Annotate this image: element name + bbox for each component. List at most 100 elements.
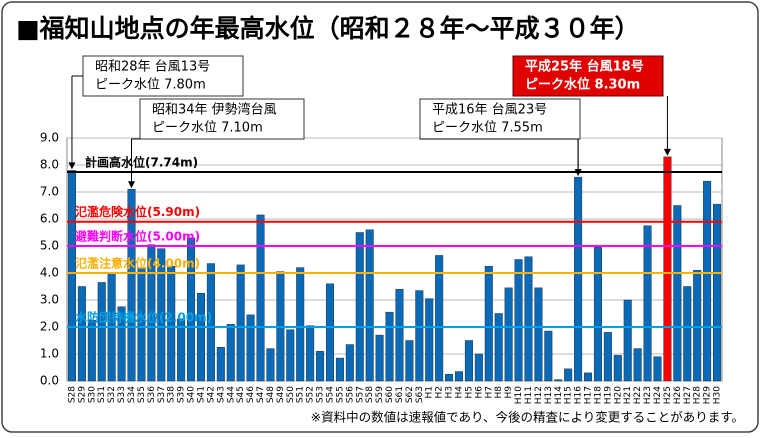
- bar: [713, 203, 722, 382]
- x-tick-label: S51: [296, 386, 306, 403]
- x-tick-label: S52: [306, 386, 316, 403]
- bar: [554, 379, 563, 382]
- x-tick-label: S39: [177, 386, 187, 403]
- reference-label: 水防団待機水位(2.00m): [75, 310, 212, 325]
- bar: [325, 283, 335, 382]
- x-tick-label: H14: [554, 386, 564, 404]
- x-tick-label: S42: [206, 386, 216, 403]
- x-tick-label: S40: [187, 386, 197, 403]
- x-tick-label: H10: [514, 386, 524, 404]
- y-tick-label: 0.0: [40, 374, 59, 388]
- x-tick-label: S28: [67, 386, 77, 403]
- bar: [514, 259, 523, 382]
- bar: [196, 293, 205, 382]
- bar: [663, 156, 672, 382]
- callout-box: [82, 55, 244, 97]
- x-tick-label: S55: [335, 386, 345, 403]
- bar: [683, 286, 692, 382]
- callout-text: 昭和34年 伊勢湾台風: [152, 102, 277, 118]
- x-tick-label: H16: [574, 386, 584, 404]
- x-tick-label: H24: [653, 386, 663, 404]
- y-tick-label: 7.0: [40, 185, 59, 199]
- bar: [157, 248, 166, 382]
- bar: [345, 344, 354, 382]
- arrow-head: [663, 148, 671, 156]
- bar: [613, 355, 622, 382]
- x-tick-label: S35: [137, 386, 147, 403]
- bar: [504, 287, 513, 382]
- bar: [77, 286, 86, 382]
- x-tick-label: H26: [673, 386, 683, 404]
- x-tick-label: S57: [355, 386, 365, 403]
- bar: [464, 340, 473, 382]
- bar: [643, 225, 652, 382]
- bar: [316, 351, 325, 382]
- x-tick-label: H12: [534, 386, 544, 404]
- bar: [534, 287, 543, 382]
- arrow-head: [68, 162, 76, 170]
- x-tick-label: S31: [97, 386, 107, 403]
- x-tick-label: H28: [693, 386, 703, 404]
- bar: [623, 299, 632, 382]
- callout-text: ピーク水位 8.30m: [525, 77, 640, 93]
- arrow-head: [128, 181, 136, 189]
- x-tick-label: S61: [395, 386, 405, 403]
- bar: [415, 290, 424, 382]
- y-tick-label: 4.0: [40, 266, 59, 280]
- bar: [445, 374, 454, 382]
- bar: [703, 180, 712, 382]
- x-tick-label: S54: [325, 386, 335, 403]
- x-tick-label: S33: [117, 386, 127, 403]
- x-tick-label: S34: [127, 386, 137, 403]
- x-tick-label: S36: [147, 386, 157, 403]
- bar: [603, 332, 612, 382]
- bar: [524, 256, 533, 382]
- bar: [266, 348, 275, 382]
- y-tick-label: 1.0: [40, 347, 59, 361]
- x-tick-label: H4: [455, 386, 465, 399]
- bar: [653, 356, 662, 382]
- y-tick-label: 5.0: [40, 239, 59, 253]
- x-tick-label: H6: [474, 386, 484, 399]
- x-tick-label: H1: [425, 386, 435, 399]
- x-tick-label: S62: [405, 386, 415, 403]
- reference-label: 避難判断水位(5.00m): [75, 229, 200, 244]
- bar: [286, 329, 295, 382]
- x-tick-label: S63: [415, 386, 425, 403]
- reference-label: 氾濫危険水位(5.90m): [75, 204, 200, 219]
- x-tick-label: S30: [87, 386, 97, 403]
- bar: [246, 314, 255, 382]
- bar: [236, 264, 245, 382]
- bar: [375, 334, 384, 382]
- x-tick-label: S37: [157, 386, 167, 403]
- bar: [127, 189, 136, 382]
- y-tick-label: 3.0: [40, 293, 59, 307]
- bar: [167, 266, 176, 382]
- footnote: ※資料中の数値は速報値であり、今後の精査により変更することがあります。: [311, 410, 744, 425]
- bar: [97, 282, 106, 382]
- bar: [226, 324, 235, 382]
- callout-text: ピーク水位 7.55m: [432, 121, 543, 136]
- x-tick-label: H20: [613, 386, 623, 404]
- x-tick-label: S29: [77, 386, 87, 403]
- bar: [454, 371, 464, 382]
- bar: [494, 313, 503, 382]
- x-tick-label: H5: [464, 386, 474, 399]
- x-tick-label: S43: [216, 386, 226, 403]
- bar: [117, 306, 126, 382]
- callout-text: 平成16年 台風23号: [432, 103, 547, 118]
- x-tick-label: H11: [524, 386, 534, 404]
- x-tick-label: S53: [316, 386, 326, 403]
- x-tick-label: H29: [703, 386, 713, 404]
- bar: [256, 214, 265, 382]
- x-tick-label: S41: [196, 386, 206, 403]
- x-tick-label: S44: [226, 386, 236, 403]
- x-tick-label: H18: [593, 386, 603, 404]
- bar: [355, 232, 364, 382]
- plot-area: [66, 137, 723, 382]
- x-tick-label: S38: [167, 386, 177, 403]
